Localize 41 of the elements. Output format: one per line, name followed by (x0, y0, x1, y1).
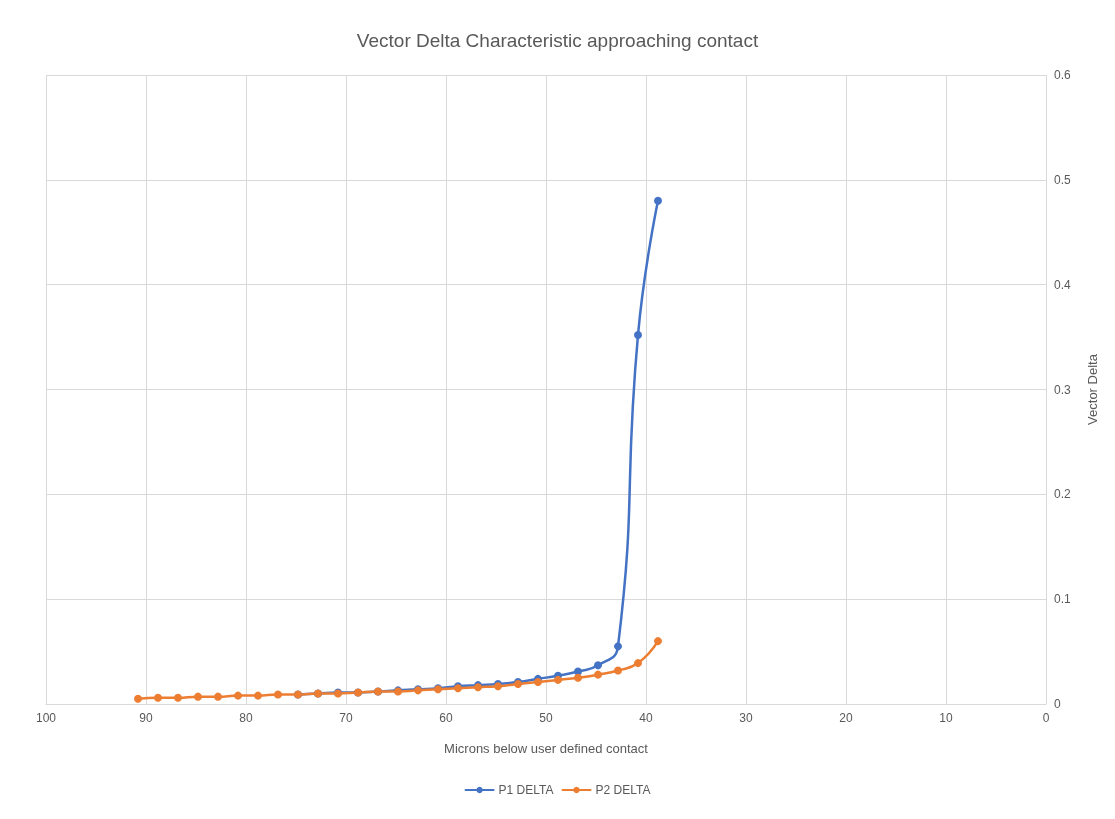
point (594, 670, 602, 679)
point (614, 642, 622, 651)
point (234, 691, 242, 700)
y-tick-label: 0.6 (1054, 68, 1072, 82)
y-tick-label: 0.2 (1054, 487, 1072, 502)
point (174, 693, 182, 702)
point (594, 661, 602, 670)
x-tick-label: 30 (739, 711, 753, 725)
x-axis-title: Microns below user defined contact (444, 741, 649, 756)
chart-title: Vector Delta Characteristic approaching contact (356, 30, 759, 51)
point (654, 196, 662, 205)
point (574, 673, 582, 682)
legend-label: P2 DELTA (595, 783, 651, 797)
point (194, 692, 202, 701)
y-tick-label: 0.5 (1054, 172, 1072, 187)
point (554, 675, 562, 684)
x-tick-label: 100 (35, 711, 57, 725)
legend-label: P1 DELTA (498, 783, 554, 797)
x-tick-label: 70 (339, 711, 353, 725)
x-tick-label: 10 (939, 711, 953, 725)
y-axis-title: Vector Delta (1085, 353, 1100, 425)
point (274, 690, 282, 699)
y-tick-label: 0 (1054, 697, 1061, 711)
point (634, 330, 642, 339)
y-tick-label: 0.1 (1054, 592, 1072, 607)
y-tick-label: 0.4 (1054, 277, 1072, 292)
point (214, 692, 222, 701)
point (654, 637, 662, 646)
point (254, 691, 262, 700)
x-tick-label: 40 (639, 711, 653, 725)
x-tick-label: 50 (539, 711, 553, 725)
x-tick-label: 90 (139, 711, 153, 725)
point (614, 666, 622, 675)
y-tick-label: 0.3 (1054, 382, 1072, 397)
x-tick-label: 0 (1042, 711, 1050, 725)
point (154, 693, 162, 702)
x-tick-label: 80 (239, 711, 253, 725)
point (134, 694, 142, 703)
x-tick-label: 20 (839, 711, 853, 725)
point (634, 659, 642, 668)
x-tick-label: 60 (439, 711, 453, 725)
